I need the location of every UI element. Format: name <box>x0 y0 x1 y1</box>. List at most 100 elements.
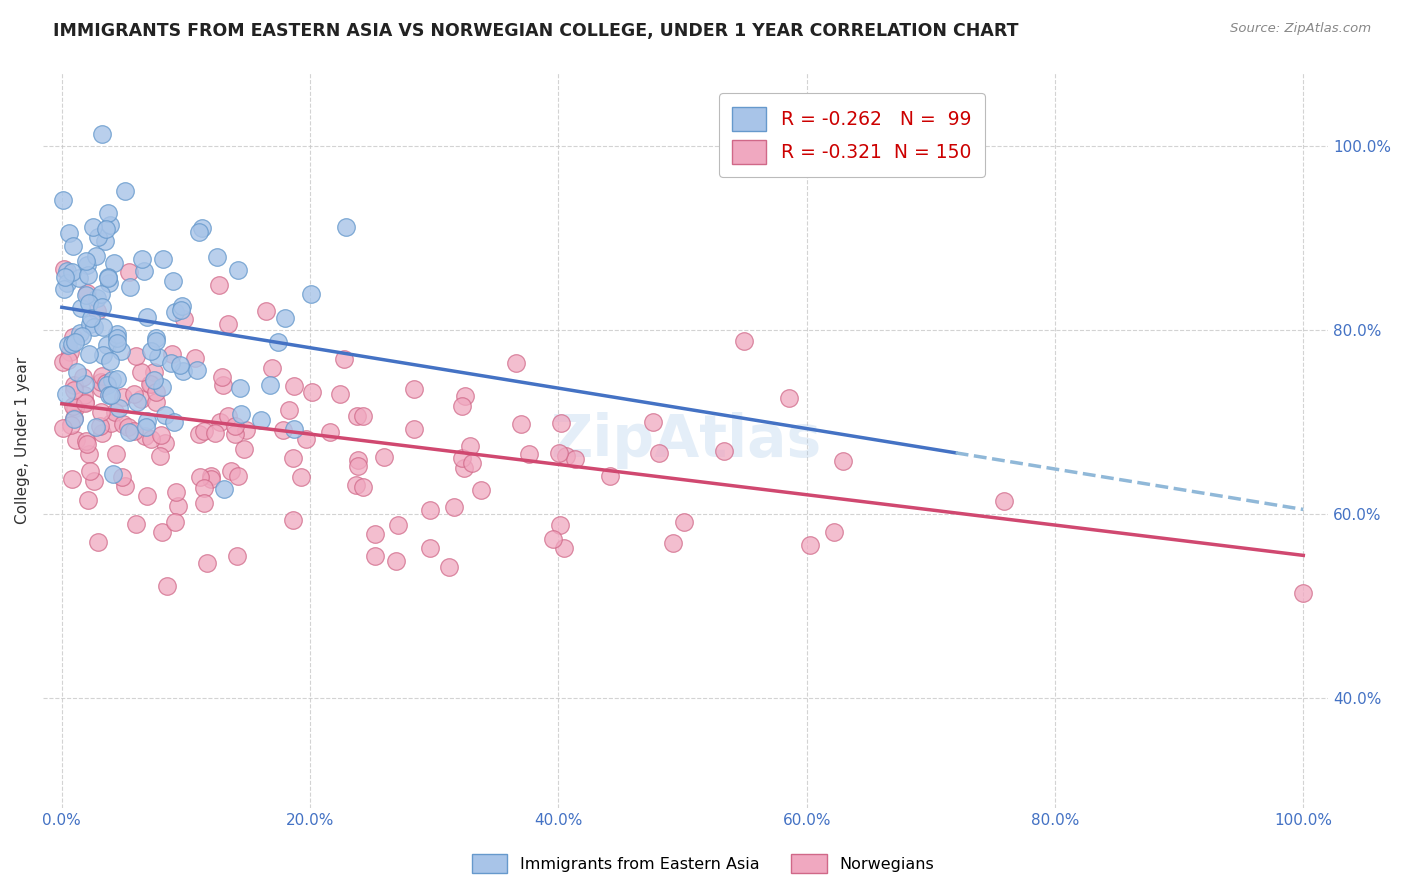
Point <box>335 219 357 234</box>
Point <box>217 318 239 332</box>
Point <box>152 380 174 394</box>
Point <box>91 320 114 334</box>
Point <box>100 416 122 430</box>
Point <box>163 415 186 429</box>
Point <box>329 387 352 401</box>
Point <box>173 312 195 326</box>
Point <box>662 536 685 550</box>
Point <box>63 377 86 392</box>
Point <box>56 337 79 351</box>
Point <box>70 301 93 315</box>
Point <box>319 425 342 439</box>
Point <box>77 268 100 282</box>
Point <box>75 377 97 392</box>
Point <box>97 271 120 285</box>
Point <box>63 401 86 415</box>
Point <box>60 265 83 279</box>
Point <box>195 556 218 570</box>
Point <box>267 335 290 350</box>
Point <box>117 420 139 434</box>
Point <box>160 346 183 360</box>
Point <box>169 302 191 317</box>
Point <box>136 414 159 428</box>
Point <box>91 425 114 440</box>
Point <box>224 418 246 433</box>
Point <box>346 409 368 423</box>
Point <box>167 499 190 513</box>
Point <box>553 541 575 556</box>
Point <box>104 405 127 419</box>
Point <box>460 456 482 470</box>
Point <box>83 319 105 334</box>
Point <box>97 276 120 290</box>
Point <box>259 378 281 392</box>
Point <box>152 252 174 266</box>
Point <box>145 334 167 348</box>
Point <box>59 417 82 432</box>
Point <box>105 335 128 350</box>
Point <box>111 417 134 431</box>
Point <box>301 385 323 400</box>
Point <box>599 468 621 483</box>
Point <box>454 389 477 403</box>
Point <box>90 405 112 419</box>
Text: Source: ZipAtlas.com: Source: ZipAtlas.com <box>1230 22 1371 36</box>
Point <box>149 428 172 442</box>
Point <box>100 388 122 402</box>
Point <box>290 470 312 484</box>
Point <box>134 420 156 434</box>
Point <box>346 458 368 473</box>
Point <box>142 373 165 387</box>
Point <box>823 524 845 539</box>
Point <box>90 381 112 395</box>
Point <box>82 220 104 235</box>
Point <box>135 310 157 324</box>
Point <box>353 480 375 494</box>
Point <box>193 425 215 439</box>
Point <box>228 468 250 483</box>
Point <box>778 392 800 406</box>
Point <box>86 304 108 318</box>
Point <box>274 311 297 326</box>
Point <box>453 461 475 475</box>
Point <box>98 353 121 368</box>
Point <box>62 399 84 413</box>
Point <box>76 259 98 273</box>
Point <box>184 351 207 366</box>
Point <box>193 496 215 510</box>
Point <box>111 469 134 483</box>
Legend: R = -0.262   N =  99, R = -0.321  N = 150: R = -0.262 N = 99, R = -0.321 N = 150 <box>720 94 984 178</box>
Point <box>97 206 120 220</box>
Point <box>149 449 172 463</box>
Point <box>211 370 233 384</box>
Point <box>373 450 395 464</box>
Point <box>283 421 305 435</box>
Point <box>470 483 492 498</box>
Point <box>564 452 586 467</box>
Point <box>672 515 695 529</box>
Point <box>105 372 128 386</box>
Point <box>229 381 252 395</box>
Point <box>105 330 128 344</box>
Point <box>72 388 94 402</box>
Point <box>301 286 323 301</box>
Point <box>129 365 152 379</box>
Point <box>364 527 387 541</box>
Text: ZipAtlas: ZipAtlas <box>550 412 821 469</box>
Point <box>208 277 231 292</box>
Point <box>364 549 387 563</box>
Point <box>402 422 425 436</box>
Point <box>250 413 273 427</box>
Point <box>96 338 118 352</box>
Point <box>150 525 173 540</box>
Point <box>91 348 114 362</box>
Point <box>89 419 111 434</box>
Legend: Immigrants from Eastern Asia, Norwegians: Immigrants from Eastern Asia, Norwegians <box>465 847 941 880</box>
Point <box>165 515 187 529</box>
Point <box>94 222 117 236</box>
Point <box>281 450 304 465</box>
Point <box>799 538 821 552</box>
Point <box>281 513 304 527</box>
Point <box>347 452 370 467</box>
Point <box>75 254 97 268</box>
